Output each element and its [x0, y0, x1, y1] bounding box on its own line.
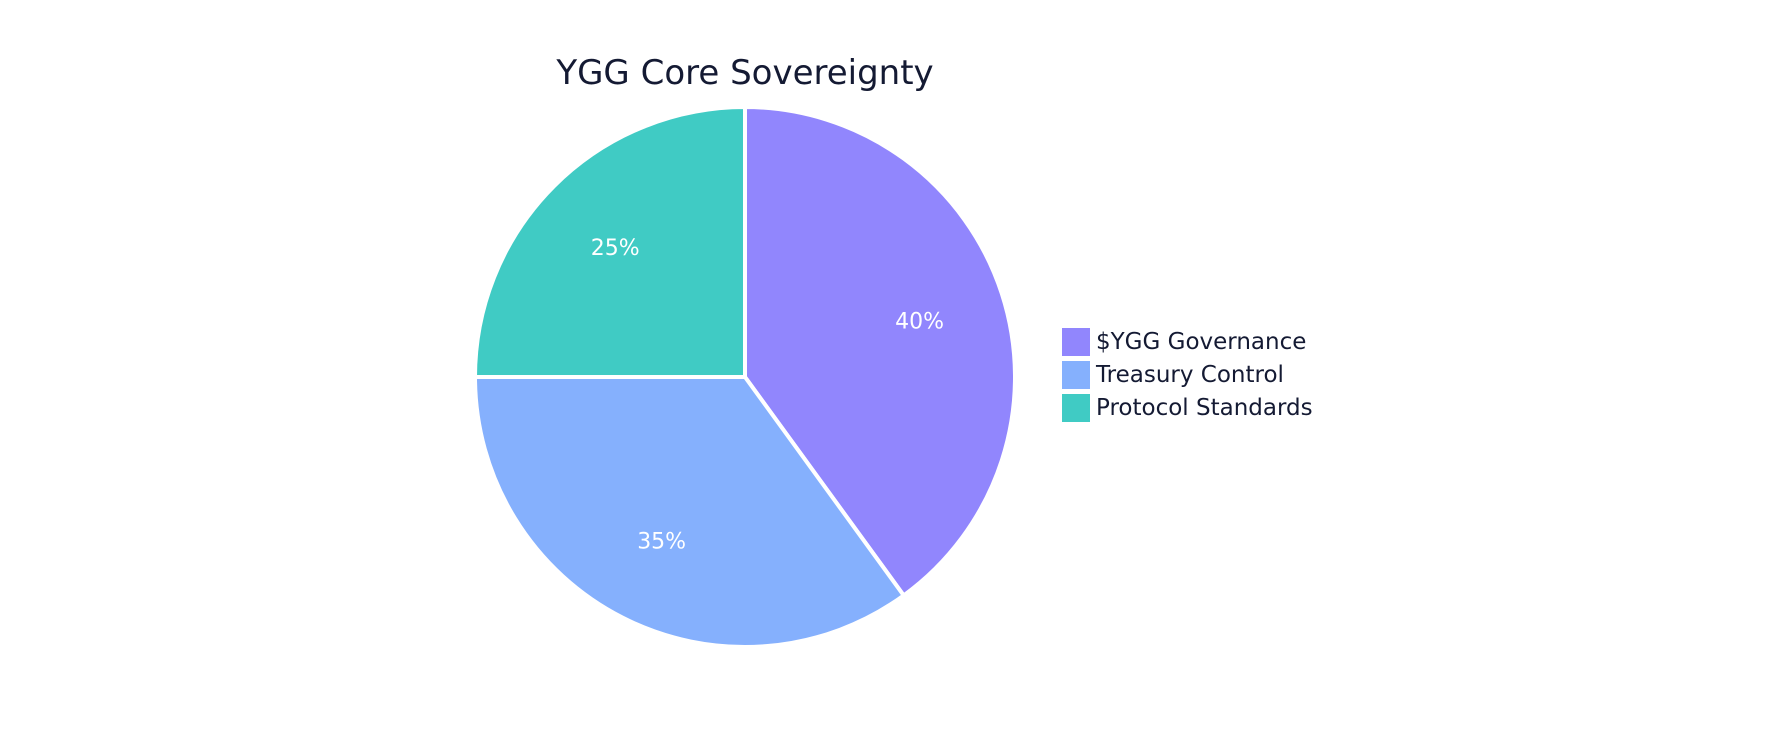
legend-swatch-0 [1062, 328, 1090, 356]
pie-slice-0 [743, 104, 1017, 599]
chart-title: YGG Core Sovereignty [555, 53, 933, 93]
legend: $YGG Governance Treasury Control Protocol … [1062, 328, 1313, 422]
legend-label-1: Treasury Control [1095, 362, 1284, 388]
pie-slice-label-0: 40% [895, 309, 944, 334]
pie-slice-labels: 40% 35% 25% [591, 236, 944, 554]
legend-swatch-1 [1062, 361, 1090, 389]
pie-slice-label-1: 35% [637, 530, 686, 555]
legend-swatch-2 [1062, 394, 1090, 422]
pie-slices [472, 104, 1017, 649]
pie-slice-1 [472, 375, 907, 649]
pie-slice-2 [472, 104, 747, 379]
legend-label-2: Protocol Standards [1096, 395, 1313, 421]
legend-label-0: $YGG Governance [1096, 329, 1306, 355]
pie-slice-label-2: 25% [591, 236, 640, 261]
